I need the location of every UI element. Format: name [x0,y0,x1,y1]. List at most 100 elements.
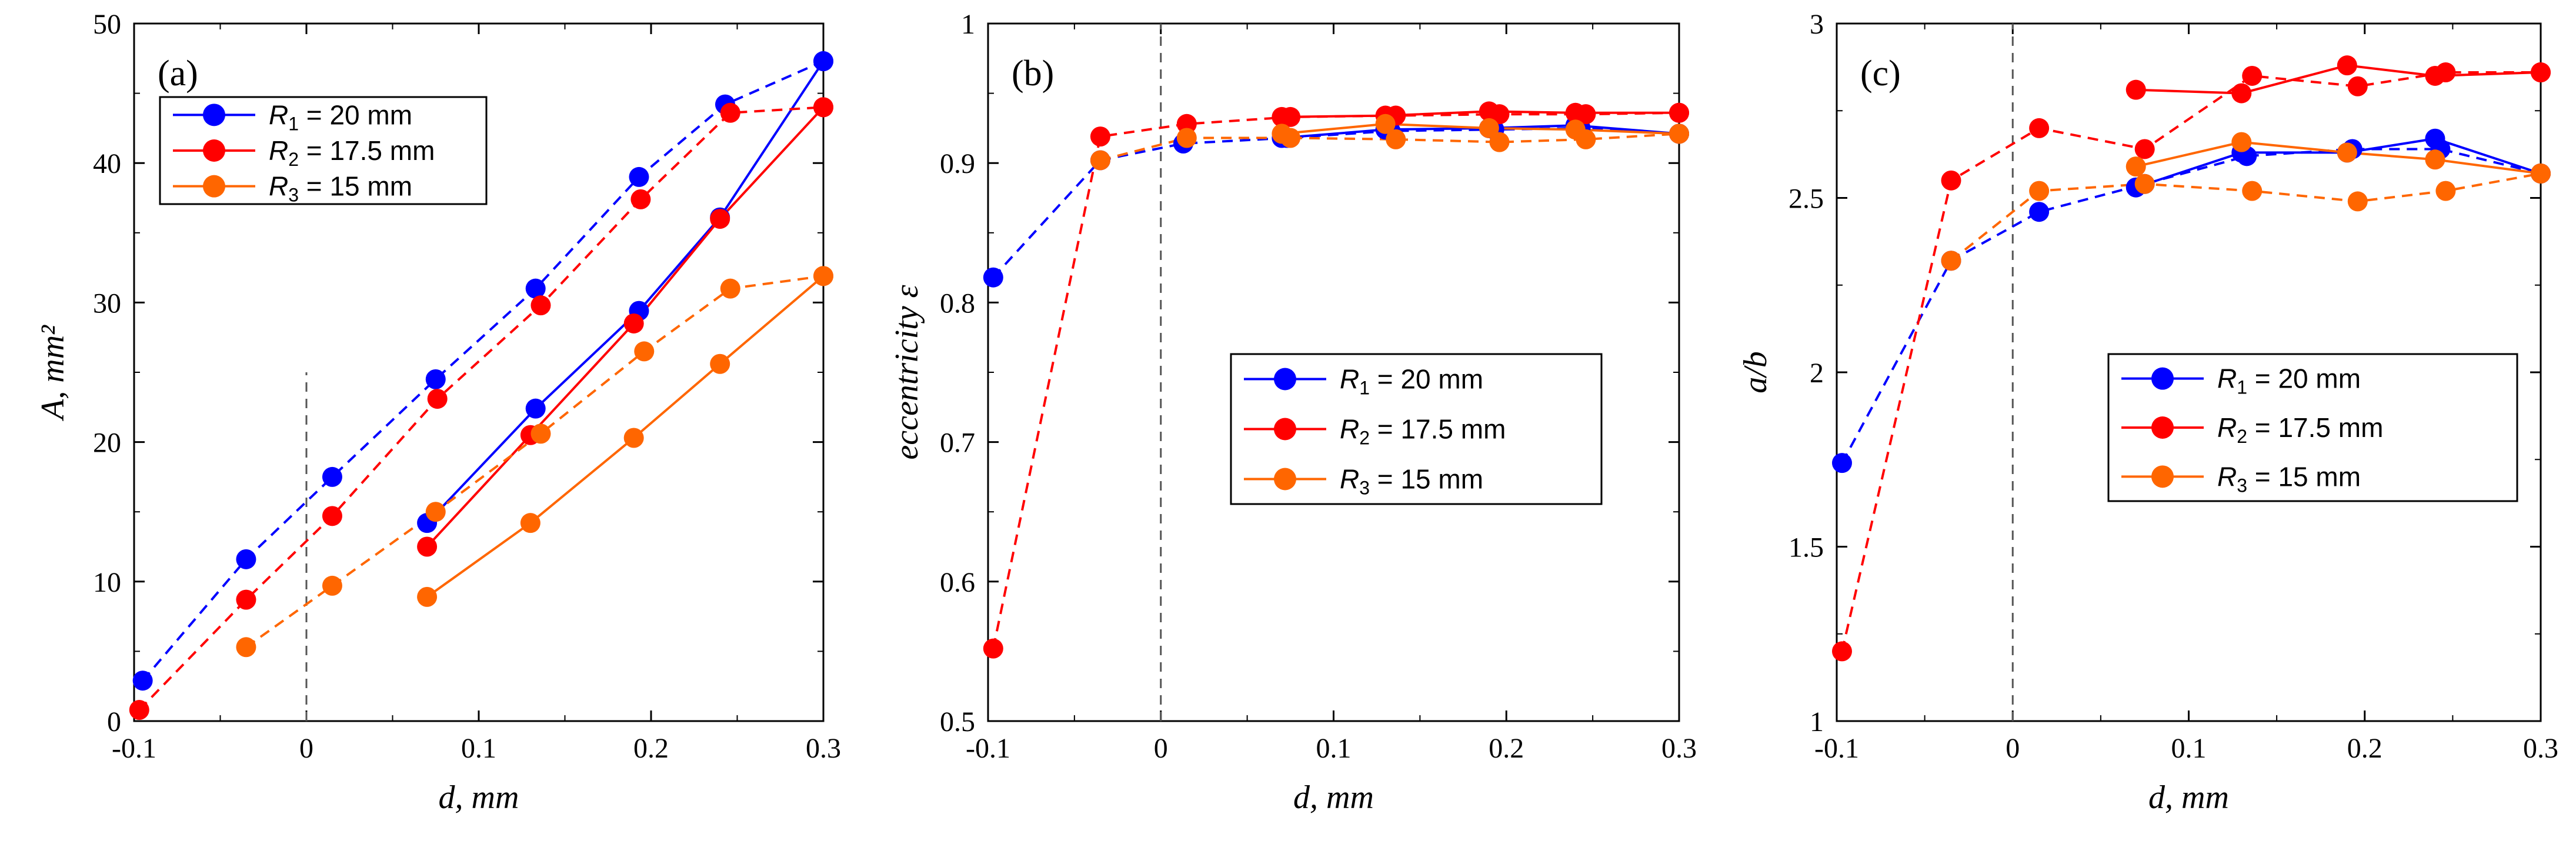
x-tick-label: 0.3 [2523,733,2558,764]
panel-label: (a) [158,54,198,94]
data-point-r1 [813,51,833,72]
data-point-r3 [530,423,551,444]
series-line-r1-solid [2135,137,2541,189]
y-tick-label: 2 [1810,358,1824,389]
legend-label: R3 = 15 mm [2217,461,2361,496]
legend-value: = 17.5 mm [2247,412,2383,443]
data-point-r3 [2337,142,2357,163]
legend-symbol: R [1340,364,1359,395]
x-tick-label: 0.2 [2347,733,2383,764]
data-point-r3 [813,266,833,286]
legend-symbol: R [269,171,288,202]
data-point-r3 [2531,163,2551,184]
y-tick-label: 3 [1810,9,1824,40]
data-point-r3 [2029,181,2050,201]
data-point-r1 [2029,202,2050,222]
data-point-r2 [530,295,551,316]
data-point-r2 [427,389,448,409]
data-point-r1 [525,278,546,299]
data-point-r2 [2029,118,2050,138]
data-point-r2 [630,189,651,209]
x-tick-label: 0.2 [633,733,669,764]
x-tick-label: 0.1 [461,733,496,764]
legend-value: = 20 mm [2247,363,2361,394]
legend-value: = 15 mm [2247,461,2361,492]
data-point-r3 [1489,132,1510,152]
legend-symbol: R [2217,412,2237,443]
data-point-r2 [129,700,149,720]
x-axis-label: d, mm [2148,779,2229,816]
x-tick-label: 0.3 [1661,733,1697,764]
legend-label: R2 = 17.5 mm [2217,412,2383,447]
data-point-r2 [720,102,740,123]
legend-marker [203,104,225,126]
data-point-r2 [983,638,1003,659]
legend-label: R2 = 17.5 mm [269,135,435,170]
x-tick-label: 0.1 [1316,733,1352,764]
data-point-r3 [2425,149,2445,170]
legend-symbol: R [269,99,288,130]
data-point-r1 [2425,128,2445,149]
legend-marker [2151,367,2174,390]
x-tick-label: 0.3 [806,733,841,764]
data-point-r3 [1176,128,1197,148]
data-point-r3 [710,353,730,374]
data-point-r3 [1669,124,1689,144]
y-tick-label: 1.5 [1788,532,1824,563]
legend-marker [1274,368,1296,391]
legend-value: = 20 mm [1370,364,1483,395]
y-tick-label: 1 [1810,706,1824,738]
x-tick-label: 0 [2006,733,2020,764]
legend-value: = 15 mm [1370,464,1483,495]
data-point-r3 [520,513,540,533]
data-point-r3 [2347,191,2368,212]
legend-label: R1 = 20 mm [1340,364,1483,399]
legend: R1 = 20 mm R2 = 17.5 mm R3 = 15 mm [2107,353,2518,502]
series-line-r2-dashed [138,106,824,711]
y-axis-label: a/b [1737,351,1774,393]
data-point-r2 [623,313,644,333]
x-tick-label: 0 [1154,733,1168,764]
data-point-r3 [720,278,740,299]
x-tick-label: 0.1 [2171,733,2207,764]
y-tick-label: 0.7 [940,428,975,459]
x-tick-label: -0.1 [1814,733,1859,764]
y-tick-label: 0.6 [940,567,975,598]
x-axis-label: d, mm [1293,779,1374,816]
series-line-r1-dashed [142,60,824,682]
data-point-r1 [629,166,649,187]
panel-label: (c) [1860,54,1901,94]
y-tick-label: 30 [93,288,121,319]
data-point-r2 [2337,55,2357,76]
legend-symbol: R [269,135,288,166]
data-point-r3 [236,637,256,658]
y-tick-label: 2.5 [1788,184,1824,215]
y-tick-label: 40 [93,148,121,179]
panel-label: (b) [1012,54,1054,94]
legend-subscript: 3 [288,185,299,206]
legend-symbol: R [1340,464,1359,495]
legend-subscript: 2 [2237,426,2247,447]
data-point-r2 [1090,126,1110,147]
legend-subscript: 3 [1359,478,1370,499]
data-point-r2 [2425,65,2445,86]
legend-label: R1 = 20 mm [2217,363,2361,398]
y-tick-label: 50 [93,9,121,40]
x-tick-label: -0.1 [112,733,156,764]
legend-subscript: 2 [1359,428,1370,449]
legend-value: = 17.5 mm [1370,414,1506,445]
chart-panel-b: -0.1 0 0.1 0.2 0.3 0.5 0.6 0.7 0.8 0.9 1 d, mm eccen… [889,9,1697,816]
data-point-r2 [1831,641,1852,662]
chart-panel-c: -0.1 0 0.1 0.2 0.3 1 1.5 2 2.5 3 d, mm a/b (c) R1 = 2… [1737,9,2558,816]
y-axis-label: eccentricity ε [889,284,925,459]
x-axis-label: d, mm [439,779,519,816]
series-line-r1-dashed [1841,148,2541,464]
data-point-r3 [2125,156,2146,177]
data-point-r2 [322,506,342,526]
data-point-r2 [813,97,833,118]
legend-value: = 15 mm [299,171,412,202]
legend-symbol: R [2217,461,2237,492]
